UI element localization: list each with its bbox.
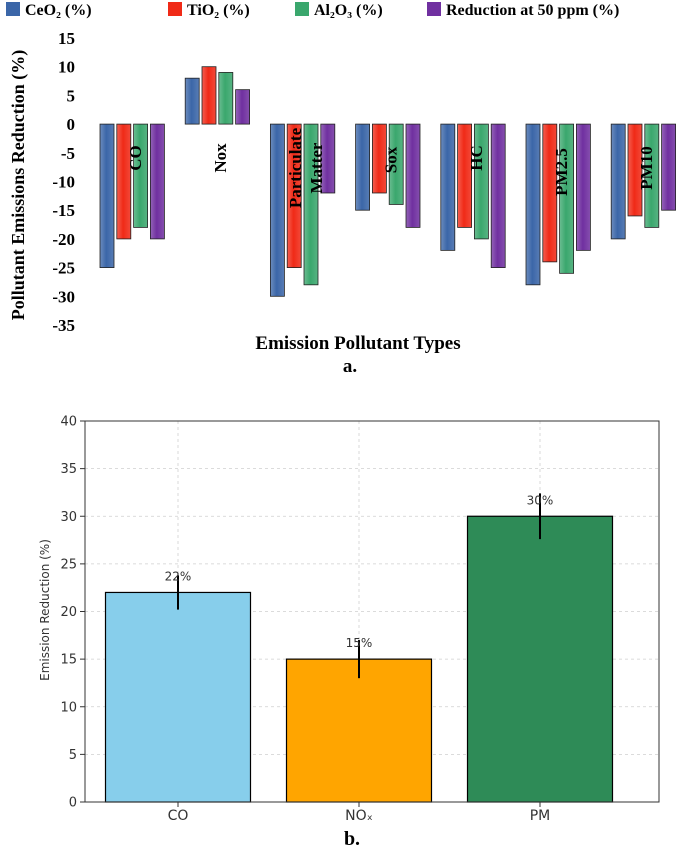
bar-sox-ceo <box>355 123 371 211</box>
bar-pm2-5-ceo <box>525 123 541 286</box>
category-label-line: Matter <box>307 142 326 193</box>
chart-b-y-tick-35: 35 <box>60 462 77 477</box>
legend-swatch-al-o <box>295 2 309 16</box>
bar-nox-tio <box>201 66 217 125</box>
chart-a-y-tick-neg20: -20 <box>52 230 75 249</box>
data-label-no: 15% <box>346 636 373 650</box>
bar-pm10-ceo <box>610 123 626 240</box>
chart-a-y-axis: 15 10 5 0 -5 -10 -15 -20 -25 -30 -35 <box>52 29 75 335</box>
bar-hc-al-o <box>473 123 489 240</box>
category-label-particulate-matter: Particulate Matter <box>286 127 326 208</box>
bar-co-al-o <box>133 123 149 228</box>
x-tick-label-pm: PM <box>530 808 551 824</box>
category-label-pm2-5: PM2.5 <box>552 148 571 196</box>
data-label-co: 22% <box>165 569 192 583</box>
chart-a-y-tick-10: 10 <box>58 58 75 77</box>
chart-a-y-tick-neg25: -25 <box>52 259 75 278</box>
chart-a-x-axis-label: Emission Pollutant Types <box>255 333 460 354</box>
category-label-line: HC <box>467 145 486 171</box>
chart-b-y-tick-25: 25 <box>60 557 77 572</box>
bar-pm10-tio <box>627 123 643 217</box>
bar-pm2-5-al-o <box>559 123 574 274</box>
bar-particulate-matter-tio <box>286 123 302 268</box>
chart-b-y-tick-20: 20 <box>60 605 77 620</box>
chart-a-y-axis-label: Pollutant Emissions Reduction (%) <box>8 50 29 321</box>
category-label-line: Sox <box>382 146 401 173</box>
bar-nox-al-o <box>218 72 234 125</box>
bar-hc-tio <box>457 123 473 228</box>
legend-swatch-tio <box>168 2 182 16</box>
x-tick-label-no: NOₓ <box>345 808 373 824</box>
chart-a-y-tick-neg5: -5 <box>61 144 75 163</box>
category-label-hc: HC <box>467 145 486 171</box>
bar-pm2-5-reduction-at-50-ppm <box>576 123 591 251</box>
chart-a-y-tick-15: 15 <box>58 29 75 48</box>
bar-hc-ceo <box>440 123 456 251</box>
bar-particulate-matter-reduction-at-50-ppm <box>320 123 336 194</box>
chart-a-legend: CeO₂ (%) TiO₂ (%) Al₂O₃ (%) Reduction at 50… <box>6 2 619 19</box>
chart-a-y-tick-neg30: -30 <box>52 287 75 306</box>
chart-b-axes: 0 5 10 15 20 25 30 35 40 CO NOₓ PM <box>60 415 660 824</box>
chart-b-frame <box>84 420 660 803</box>
bar-co <box>104 591 252 803</box>
category-label-nox: Nox <box>211 143 230 173</box>
bar-particulate-matter-ceo <box>269 123 285 297</box>
chart-b-y-tick-0: 0 <box>69 796 77 811</box>
chart-a: CeO₂ (%) TiO₂ (%) Al₂O₃ (%) Reduction at 50… <box>6 2 676 377</box>
bar-co-tio <box>116 123 132 240</box>
chart-a-y-tick-0: 0 <box>67 115 76 134</box>
chart-b-y-tick-30: 30 <box>60 510 77 525</box>
chart-b: 22% 15% 30% 0 5 10 15 20 25 30 35 40 CO NOₓ PM Emissi… <box>38 415 660 849</box>
legend-label-tio: TiO₂ (%) <box>187 2 250 19</box>
chart-b-bars: 22% 15% 30% <box>104 493 614 803</box>
bar-co-reduction-at-50-ppm <box>149 123 165 240</box>
legend-swatch-reduction-at-50-ppm <box>427 2 441 16</box>
chart-a-y-tick-5: 5 <box>67 86 76 105</box>
chart-a-panel-label: a. <box>343 356 357 377</box>
bar-hc-reduction-at-50-ppm <box>490 123 506 268</box>
bar-pm2-5-tio <box>542 123 558 263</box>
category-label-pm10: PM10 <box>637 146 656 189</box>
chart-a-y-tick-neg15: -15 <box>52 201 75 220</box>
bar-pm10-reduction-at-50-ppm <box>661 123 676 211</box>
data-label-pm: 30% <box>527 493 554 507</box>
bar-no <box>285 658 433 803</box>
bar-nox-reduction-at-50-ppm <box>235 89 251 125</box>
bar-pm10-al-o <box>644 123 660 228</box>
bar-sox-al-o <box>388 123 404 205</box>
category-label-line: Particulate <box>286 127 305 208</box>
chart-b-y-axis-label: Emission Reduction (%) <box>38 539 52 681</box>
bar-pm <box>466 515 614 803</box>
chart-a-y-tick-neg10: -10 <box>52 173 75 192</box>
legend-label-reduction-at-50-ppm: Reduction at 50 ppm (%) <box>446 2 619 19</box>
chart-b-y-tick-5: 5 <box>69 748 77 763</box>
bar-particulate-matter-al-o <box>303 123 319 286</box>
bar-sox-reduction-at-50-ppm <box>405 123 421 228</box>
chart-b-y-tick-10: 10 <box>60 700 77 715</box>
bar-sox-tio <box>371 123 387 194</box>
chart-a-category-labels: CO Nox Particulate Matter Sox HC PM2.5 PM10 <box>126 127 656 208</box>
chart-a-bars <box>99 66 676 297</box>
legend-label-al-o: Al₂O₃ (%) <box>314 2 383 19</box>
legend-swatch-ceo <box>6 2 20 16</box>
category-label-line: CO <box>126 145 145 171</box>
category-label-line: PM2.5 <box>552 148 571 196</box>
category-label-sox: Sox <box>382 146 401 173</box>
x-tick-label-co: CO <box>168 808 189 824</box>
bar-co-ceo <box>99 123 115 268</box>
legend-label-ceo: CeO₂ (%) <box>25 2 92 19</box>
category-label-line: Nox <box>211 143 230 173</box>
category-label-line: PM10 <box>637 146 656 189</box>
bar-nox-ceo <box>184 77 200 125</box>
chart-b-panel-label: b. <box>344 828 360 849</box>
category-label-co: CO <box>126 145 145 171</box>
chart-b-y-tick-40: 40 <box>60 415 77 430</box>
chart-b-y-tick-15: 15 <box>60 653 77 668</box>
chart-a-y-tick-neg35: -35 <box>52 316 75 335</box>
